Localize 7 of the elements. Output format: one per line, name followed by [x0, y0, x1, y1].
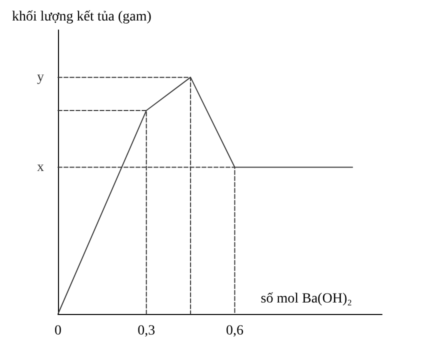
x-axis-title: số mol Ba(OH)₂: [260, 292, 352, 306]
annotation: x: [37, 160, 44, 175]
y-axis-title: khối lượng kết tủa (gam): [12, 10, 152, 24]
x-tick-label: 0: [54, 324, 62, 338]
x-tick-label: 0,3: [138, 324, 156, 338]
annotation: y: [37, 70, 44, 85]
x-tick-label: 0,6: [226, 324, 244, 338]
